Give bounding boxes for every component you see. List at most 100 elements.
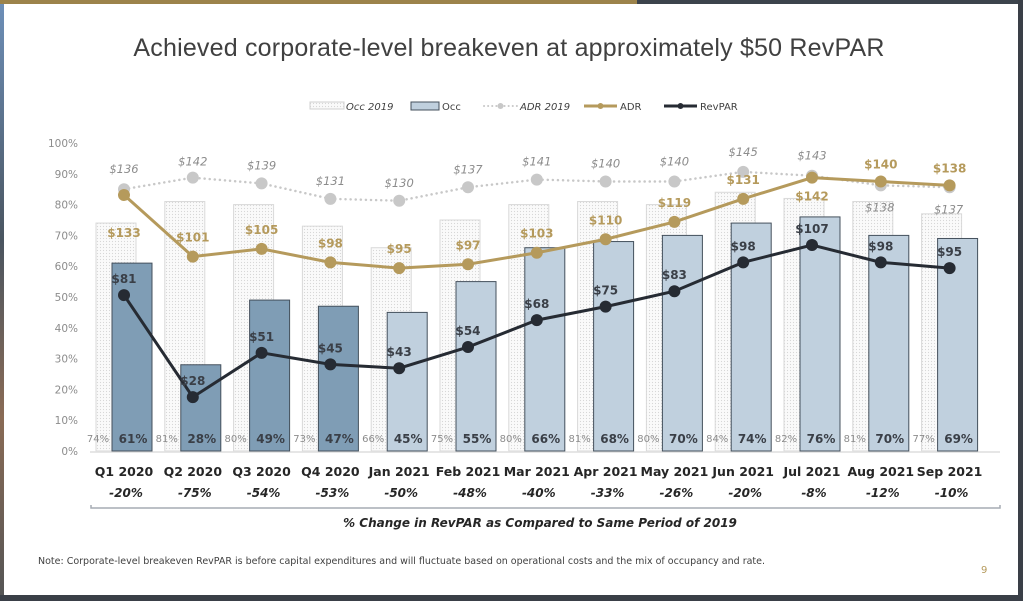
adr-2019-point xyxy=(530,173,543,186)
adr-2019-label: $136 xyxy=(109,162,138,176)
adr-point xyxy=(118,188,130,201)
change-bracket xyxy=(90,505,1001,509)
occ-label: 45% xyxy=(394,432,423,446)
adr-2019-label: $137 xyxy=(453,162,483,176)
adr-label: $101 xyxy=(176,231,209,245)
revpar-change-label: -53% xyxy=(316,486,350,500)
adr-point xyxy=(186,250,199,263)
revpar-label: $83 xyxy=(662,268,687,282)
slide-title: Achieved corporate-level breakeven at ap… xyxy=(133,34,885,62)
occ-label: 70% xyxy=(875,432,904,446)
revpar-label: $75 xyxy=(593,284,618,298)
adr-2019-label: $140 xyxy=(660,155,689,169)
revpar-point xyxy=(324,358,337,371)
revpar-change-label: -40% xyxy=(522,486,556,500)
occ-bar xyxy=(386,311,428,452)
adr-point xyxy=(943,179,956,192)
y-tick-label: 30% xyxy=(55,354,78,366)
adr-2019-label: $139 xyxy=(247,158,276,172)
legend-occ-2019-swatch xyxy=(309,101,345,110)
revpar-point xyxy=(530,314,543,327)
adr-label: $98 xyxy=(318,236,343,250)
adr-2019-point xyxy=(186,171,199,184)
category-label: Sep 2021 xyxy=(917,464,983,479)
revpar-label: $45 xyxy=(318,341,343,355)
revpar-point xyxy=(462,341,474,354)
legend-label: ADR 2019 xyxy=(519,102,570,113)
occ-2019-label: 84% xyxy=(706,434,728,445)
adr-label: $133 xyxy=(107,226,140,240)
y-tick-label: 100% xyxy=(48,138,78,150)
occ-2019-label: 80% xyxy=(224,434,246,445)
legend-label: Occ 2019 xyxy=(346,102,394,113)
revpar-change-label: -20% xyxy=(109,486,143,500)
occ-2019-label: 82% xyxy=(775,434,797,445)
revpar-label: $98 xyxy=(731,239,756,253)
y-tick-label: 80% xyxy=(55,200,78,212)
occ-bar xyxy=(937,237,979,452)
adr-2019-label: $138 xyxy=(865,200,894,214)
legend-label: Occ xyxy=(442,102,461,113)
occ-bar xyxy=(249,299,291,452)
left-photo-strip xyxy=(0,4,4,595)
adr-2019-point xyxy=(737,165,750,178)
adr-point xyxy=(737,192,750,205)
occ-label: 66% xyxy=(531,432,560,446)
category-label: Jun 2021 xyxy=(711,464,774,479)
occ-bar xyxy=(111,262,153,452)
occ-2019-label: 74% xyxy=(87,434,109,445)
revpar-change-label: -48% xyxy=(453,486,487,500)
page-number: 9 xyxy=(981,565,988,576)
adr-2019-label: $145 xyxy=(729,145,758,159)
occ-2019-label: 77% xyxy=(912,434,934,445)
category-label: Q2 2020 xyxy=(164,464,223,479)
revpar-label: $95 xyxy=(937,245,962,259)
revpar-change-caption: % Change in RevPAR as Compared to Same P… xyxy=(343,516,737,530)
adr-2019-label: $143 xyxy=(797,149,826,163)
revpar-change-label: -12% xyxy=(866,486,900,500)
legend-label: ADR xyxy=(620,102,642,113)
revpar-label: $68 xyxy=(524,297,549,311)
adr-label: $140 xyxy=(864,158,897,172)
adr-label: $103 xyxy=(520,227,553,241)
category-label: Q1 2020 xyxy=(95,464,154,479)
occ-bar xyxy=(593,241,635,452)
occ-label: 55% xyxy=(463,432,492,446)
occ-bar xyxy=(661,234,703,452)
y-tick-label: 20% xyxy=(55,384,78,396)
y-tick-label: 50% xyxy=(55,292,78,304)
revpar-change-label: -10% xyxy=(935,486,969,500)
revpar-point xyxy=(806,239,818,252)
adr-2019-label: $140 xyxy=(591,157,620,171)
revpar-point xyxy=(186,391,199,404)
category-label: Feb 2021 xyxy=(436,464,501,479)
revpar-point xyxy=(737,256,750,269)
legend-occ-swatch xyxy=(410,101,440,111)
revpar-label: $81 xyxy=(111,272,136,286)
category-label: Q3 2020 xyxy=(232,464,291,479)
revpar-label: $54 xyxy=(455,324,480,338)
adr-point xyxy=(324,256,337,269)
revpar-point xyxy=(393,362,406,375)
occ-bar xyxy=(455,281,497,452)
revpar-point xyxy=(599,300,612,313)
adr-2019-point xyxy=(255,177,268,190)
adr-2019-label: $131 xyxy=(316,174,345,188)
top-accent-bar xyxy=(0,0,637,4)
occ-label: 69% xyxy=(944,432,973,446)
adr-point xyxy=(599,233,612,246)
occ-label: 47% xyxy=(325,432,354,446)
occ-label: 49% xyxy=(256,432,285,446)
occ-bar xyxy=(868,234,910,452)
revpar-point xyxy=(118,289,130,302)
adr-label: $119 xyxy=(658,196,691,210)
revpar-point xyxy=(668,285,681,298)
revpar-change-label: -54% xyxy=(247,486,281,500)
occ-label: 70% xyxy=(669,432,698,446)
occ-2019-label: 81% xyxy=(568,434,590,445)
adr-2019-label: $141 xyxy=(522,155,551,169)
adr-point xyxy=(874,175,887,188)
occ-2019-label: 66% xyxy=(362,434,384,445)
top-accent-bar-dark xyxy=(637,0,1018,4)
adr-2019-label: $137 xyxy=(934,202,964,216)
